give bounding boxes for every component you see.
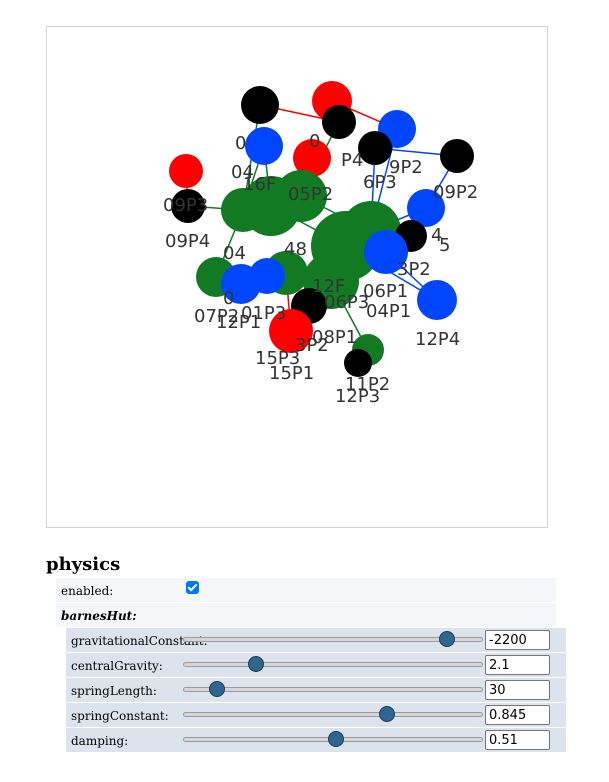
gravitational-constant-slider[interactable]	[183, 637, 483, 642]
central-gravity-slider[interactable]	[183, 662, 483, 667]
node-label: 04	[231, 162, 254, 183]
spring-constant-label: springConstant:	[71, 709, 169, 723]
gravitational-constant-row: gravitationalConstant: -2200	[66, 628, 566, 652]
slider-thumb[interactable]	[208, 681, 225, 697]
node-label: 07P2	[194, 306, 239, 327]
graph-node[interactable]	[358, 131, 392, 165]
node-label: 12F	[312, 276, 345, 297]
node-label: 12P1	[216, 312, 261, 333]
enabled-label: enabled:	[61, 584, 114, 598]
node-label: 16F	[243, 174, 276, 195]
slider-thumb[interactable]	[378, 706, 395, 722]
spring-length-slider[interactable]	[183, 687, 483, 692]
node-label: 48	[284, 239, 307, 260]
physics-enabled-row: enabled:	[56, 578, 556, 602]
damping-label: damping:	[71, 734, 129, 748]
graph-node[interactable]	[171, 189, 205, 223]
physics-section-title: physics	[46, 554, 121, 575]
slider-thumb[interactable]	[327, 731, 344, 747]
graph-node[interactable]	[245, 127, 283, 165]
spring-length-label: springLength:	[71, 684, 157, 698]
graph-node[interactable]	[344, 349, 372, 377]
node-label: P4	[341, 150, 363, 171]
graph-node[interactable]	[322, 105, 356, 139]
central-gravity-label: centralGravity:	[71, 659, 163, 673]
spring-constant-slider[interactable]	[183, 712, 483, 717]
node-label: 08P1	[312, 327, 357, 348]
node-label: 09P3	[163, 195, 208, 216]
spring-length-input[interactable]: 30	[485, 680, 550, 700]
node-label: 9P2	[389, 157, 423, 178]
slider-thumb[interactable]	[438, 631, 455, 647]
node-label: 3P2	[295, 335, 329, 356]
spring-length-row: springLength: 30	[66, 678, 566, 702]
node-label: 15P1	[269, 363, 314, 384]
node-label: 05P2	[288, 184, 333, 205]
graph-node[interactable]	[440, 139, 474, 173]
damping-row: damping: 0.51	[66, 728, 566, 752]
node-label: 09P2	[433, 182, 478, 203]
gravitational-constant-input[interactable]: -2200	[485, 630, 550, 650]
node-label: 06P3	[324, 292, 369, 313]
central-gravity-input[interactable]: 2.1	[485, 655, 550, 675]
node-label: 12P4	[415, 329, 460, 350]
enabled-checkbox[interactable]	[186, 581, 199, 594]
graph-node[interactable]	[275, 170, 327, 222]
spring-constant-input[interactable]: 0.845	[485, 705, 550, 725]
barneshut-header: barnesHut:	[56, 603, 556, 627]
node-label: 01P3	[241, 303, 286, 324]
spring-constant-row: springConstant: 0.845	[66, 703, 566, 727]
node-label: 06P1	[363, 281, 408, 302]
gravitational-constant-label: gravitationalConstant:	[71, 634, 208, 648]
node-label: 15P3	[255, 348, 300, 369]
central-gravity-row: centralGravity: 2.1	[66, 653, 566, 677]
node-label: 0	[309, 131, 320, 152]
node-label: 6P3	[363, 172, 397, 193]
graph-node[interactable]	[417, 280, 457, 320]
graph-node[interactable]	[169, 154, 203, 188]
graph-node[interactable]	[364, 230, 408, 274]
node-label: 3P2	[397, 259, 431, 280]
node-label: 5	[439, 235, 450, 256]
barneshut-label: barnesHut:	[61, 609, 137, 623]
damping-input[interactable]: 0.51	[485, 730, 550, 750]
node-label: 04	[223, 243, 246, 264]
graph-node[interactable]	[241, 86, 279, 124]
graph-node[interactable]	[407, 189, 445, 227]
node-label: 0	[235, 133, 246, 154]
network-graph-canvas[interactable]: 09P3 09P4 04 16F 05P2 6P3 P4 9P2 09P2 0 0 4 5 04 48 12F…	[46, 26, 548, 528]
node-label: 12P3	[335, 386, 380, 407]
node-label: 4	[431, 225, 442, 246]
node-label: 11P2	[345, 374, 390, 395]
node-label: 09P4	[165, 231, 210, 252]
graph-node[interactable]	[249, 258, 285, 294]
node-label: 04P1	[366, 301, 411, 322]
slider-thumb[interactable]	[248, 656, 265, 672]
graph-node[interactable]	[269, 309, 313, 353]
graph-node[interactable]	[293, 139, 331, 177]
node-label: 0	[223, 288, 234, 309]
